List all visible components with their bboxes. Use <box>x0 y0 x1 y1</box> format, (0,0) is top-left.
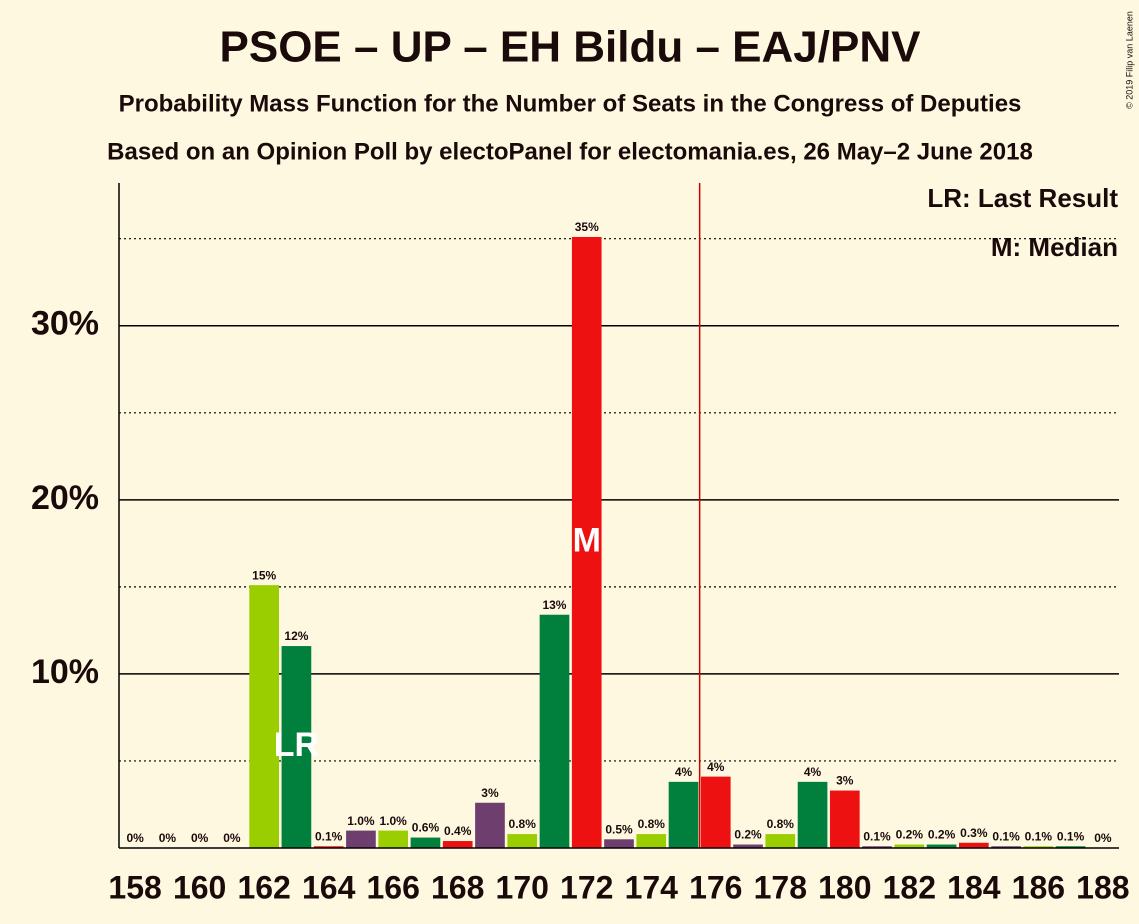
bar <box>862 846 892 848</box>
value-label: 0.8% <box>638 817 666 831</box>
bar <box>765 834 796 848</box>
bar-annotation: M <box>573 521 601 559</box>
bar <box>668 781 699 848</box>
value-label: 0% <box>159 831 177 845</box>
bar <box>991 846 1021 848</box>
x-tick-label: 164 <box>302 869 356 905</box>
value-label: 12% <box>284 629 308 643</box>
value-label: 0% <box>223 831 241 845</box>
bar <box>1023 846 1054 848</box>
x-tick-label: 176 <box>689 869 742 905</box>
value-label: 4% <box>804 765 822 779</box>
x-tick-label: 178 <box>754 869 807 905</box>
value-label: 4% <box>707 760 725 774</box>
value-label: 0.8% <box>509 817 537 831</box>
x-tick-label: 186 <box>1012 869 1065 905</box>
bar <box>346 830 376 848</box>
bar <box>507 834 538 848</box>
copyright: © 2019 Filip van Laenen <box>1124 11 1134 109</box>
bar <box>926 844 957 848</box>
x-tick-label: 170 <box>496 869 549 905</box>
x-tick-label: 180 <box>818 869 871 905</box>
legend-entry: LR: Last Result <box>927 183 1118 213</box>
bar <box>1055 846 1086 848</box>
value-label: 4% <box>675 765 693 779</box>
bar <box>733 844 763 848</box>
value-label: 0.1% <box>315 829 343 843</box>
value-label: 1.0% <box>380 814 408 828</box>
value-label: 0.2% <box>896 828 924 842</box>
x-tick-label: 188 <box>1076 869 1129 905</box>
value-label: 0.1% <box>1057 829 1085 843</box>
value-label: 0.3% <box>960 826 988 840</box>
x-tick-label: 160 <box>173 869 226 905</box>
bar <box>313 846 344 848</box>
x-tick-label: 168 <box>431 869 484 905</box>
value-label: 1.0% <box>347 814 375 828</box>
bar <box>797 781 828 848</box>
bar-annotation: LR <box>274 726 319 764</box>
x-tick-label: 174 <box>625 869 679 905</box>
value-label: 0.5% <box>605 822 633 836</box>
bar <box>636 834 667 848</box>
bar <box>249 585 279 848</box>
x-tick-label: 166 <box>366 869 419 905</box>
bar <box>539 614 570 848</box>
value-label: 0.2% <box>928 828 956 842</box>
bar <box>959 842 989 848</box>
bar <box>442 841 473 848</box>
bar <box>281 646 312 848</box>
value-label: 0.4% <box>444 824 472 838</box>
x-tick-label: 162 <box>237 869 290 905</box>
value-label: 0.8% <box>767 817 795 831</box>
y-tick-label: 10% <box>31 653 99 691</box>
value-label: 0% <box>191 831 209 845</box>
bar <box>894 844 925 848</box>
value-label: 0.1% <box>1025 829 1053 843</box>
value-label: 0.2% <box>734 828 762 842</box>
legend-entry: M: Median <box>991 232 1118 262</box>
x-tick-label: 172 <box>560 869 613 905</box>
value-label: 0.6% <box>412 821 440 835</box>
value-label: 0% <box>1094 831 1112 845</box>
value-label: 35% <box>575 220 599 234</box>
bar <box>571 236 602 849</box>
bar <box>604 839 634 848</box>
value-label: 3% <box>481 786 499 800</box>
value-label: 15% <box>252 568 276 582</box>
y-tick-label: 30% <box>31 305 99 343</box>
bar <box>410 837 441 848</box>
value-label: 0% <box>126 831 144 845</box>
bar <box>829 790 860 848</box>
bar <box>700 776 731 848</box>
bar <box>378 830 409 848</box>
chart-subtitle: Probability Mass Function for the Number… <box>119 90 1022 117</box>
x-tick-label: 182 <box>883 869 936 905</box>
value-label: 3% <box>836 774 854 788</box>
x-tick-label: 184 <box>947 869 1001 905</box>
chart-title: PSOE – UP – EH Bildu – EAJ/PNV <box>220 23 922 72</box>
value-label: 0.1% <box>863 829 891 843</box>
value-label: 13% <box>542 598 566 612</box>
value-label: 0.1% <box>992 829 1020 843</box>
y-tick-label: 20% <box>31 479 99 517</box>
x-tick-label: 158 <box>108 869 161 905</box>
chart-source: Based on an Opinion Poll by electoPanel … <box>107 138 1033 165</box>
bar <box>475 802 505 848</box>
